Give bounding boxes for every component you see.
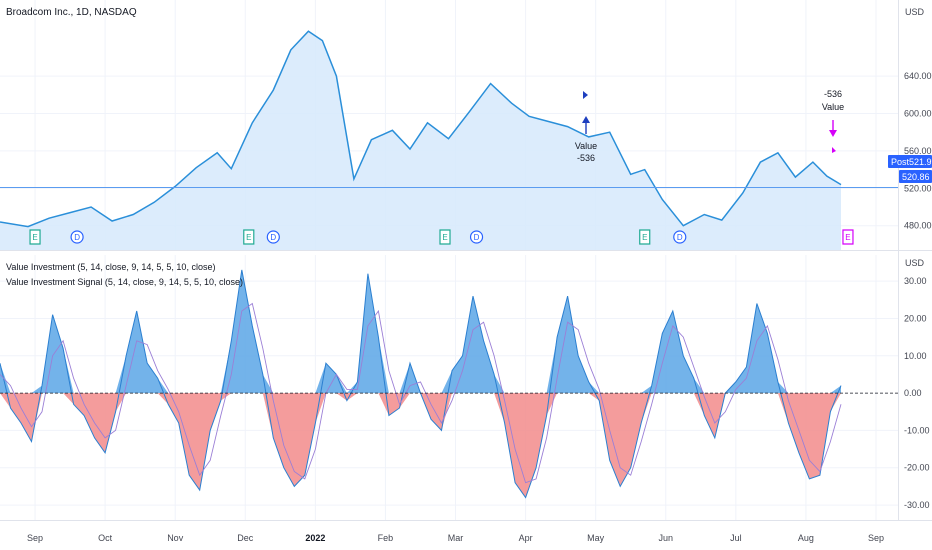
dividend-marker: D bbox=[266, 230, 280, 244]
event-label: E bbox=[32, 233, 37, 242]
dividend-marker: D bbox=[70, 230, 84, 244]
indicator-currency-label: USD bbox=[905, 258, 925, 268]
x-tick-label: Mar bbox=[448, 533, 464, 543]
event-label: D bbox=[74, 233, 80, 242]
annotation-up-bottom: -536 bbox=[577, 153, 595, 163]
x-tick-label: Feb bbox=[378, 533, 394, 543]
price-y-tick-label: 640.00 bbox=[904, 71, 932, 81]
price-line[interactable] bbox=[0, 30, 842, 228]
price-y-tick-label: 520.00 bbox=[904, 183, 932, 193]
x-tick-label: Jun bbox=[659, 533, 674, 543]
dividend-icon bbox=[266, 230, 280, 244]
indicator-y-tick-label: 10.00 bbox=[904, 351, 927, 361]
earnings-icon bbox=[29, 229, 41, 245]
post-badge-label: Post bbox=[891, 157, 910, 167]
value-investment-signal-line[interactable] bbox=[0, 302, 842, 484]
price-currency-label: USD bbox=[905, 7, 925, 17]
post-badge-value: 521.99 bbox=[909, 157, 932, 167]
annotation-down[interactable]: -536 Value bbox=[822, 89, 844, 137]
arrow-up-icon bbox=[582, 116, 590, 134]
last-price-badge-value: 520.86 bbox=[902, 172, 930, 182]
event-label: E bbox=[642, 233, 647, 242]
indicator-signal-title: Value Investment Signal (5, 14, close, 9… bbox=[6, 277, 243, 287]
price-y-tick-label: 600.00 bbox=[904, 108, 932, 118]
small-marker-icon bbox=[832, 147, 836, 153]
x-tick-label: Oct bbox=[98, 533, 113, 543]
indicator-y-tick-label: 20.00 bbox=[904, 313, 927, 323]
arrow-down-icon bbox=[829, 120, 837, 137]
earnings-marker: E bbox=[639, 229, 651, 245]
event-label: D bbox=[474, 233, 480, 242]
event-label: E bbox=[246, 233, 251, 242]
indicator-positive-area bbox=[0, 269, 841, 394]
event-label: E bbox=[845, 233, 850, 242]
dividend-marker: D bbox=[469, 230, 484, 244]
price-area bbox=[0, 31, 841, 251]
event-label: D bbox=[677, 233, 683, 242]
indicator-y-tick-label: 0.00 bbox=[904, 388, 922, 398]
x-tick-label: Apr bbox=[519, 533, 533, 543]
flag-marker-icon bbox=[583, 91, 588, 99]
earnings-marker: E bbox=[29, 229, 41, 245]
x-tick-label: Aug bbox=[798, 533, 814, 543]
earnings-icon bbox=[842, 229, 854, 245]
earnings-marker: E bbox=[842, 229, 854, 245]
x-tick-label: Sep bbox=[868, 533, 884, 543]
earnings-icon bbox=[243, 229, 255, 245]
x-tick-label: Jul bbox=[730, 533, 742, 543]
indicator-title: Value Investment (5, 14, close, 9, 14, 5… bbox=[6, 262, 215, 272]
price-y-tick-label: 480.00 bbox=[904, 221, 932, 231]
annotation-down-top: -536 bbox=[824, 89, 842, 99]
indicator-y-tick-label: -10.00 bbox=[904, 425, 930, 435]
post-badge[interactable]: Post 521.99 bbox=[888, 155, 932, 168]
price-y-tick-label: 560.00 bbox=[904, 146, 932, 156]
x-tick-label: May bbox=[587, 533, 605, 543]
last-price-badge[interactable]: 520.86 bbox=[899, 170, 932, 183]
indicator-y-tick-label: -20.00 bbox=[904, 463, 930, 473]
dividend-icon bbox=[70, 230, 84, 244]
indicator-negative-area bbox=[0, 393, 841, 498]
earnings-marker: E bbox=[243, 229, 255, 245]
dividend-icon bbox=[469, 230, 484, 244]
x-tick-label: Sep bbox=[27, 533, 43, 543]
annotation-down-bottom: Value bbox=[822, 102, 844, 112]
chart-title: Broadcom Inc., 1D, NASDAQ bbox=[6, 7, 137, 18]
annotation-up-top: Value bbox=[575, 141, 597, 151]
annotation-up[interactable]: Value -536 bbox=[575, 116, 597, 163]
dividend-icon bbox=[673, 230, 687, 244]
x-tick-label: 2022 bbox=[305, 533, 325, 543]
earnings-icon bbox=[439, 229, 451, 245]
indicator-y-tick-label: 30.00 bbox=[904, 276, 927, 286]
earnings-marker: E bbox=[439, 229, 451, 245]
axis-ticks: Sep Oct Nov Dec 2022 Feb Mar Apr May Jun Jul Aug Sep… bbox=[27, 71, 931, 543]
dividend-marker: D bbox=[673, 230, 687, 244]
indicator-y-tick-label: -30.00 bbox=[904, 500, 930, 510]
earnings-icon bbox=[639, 229, 651, 245]
event-label: E bbox=[442, 233, 447, 242]
x-tick-label: Nov bbox=[167, 533, 184, 543]
event-label: D bbox=[270, 233, 276, 242]
x-tick-label: Dec bbox=[237, 533, 254, 543]
